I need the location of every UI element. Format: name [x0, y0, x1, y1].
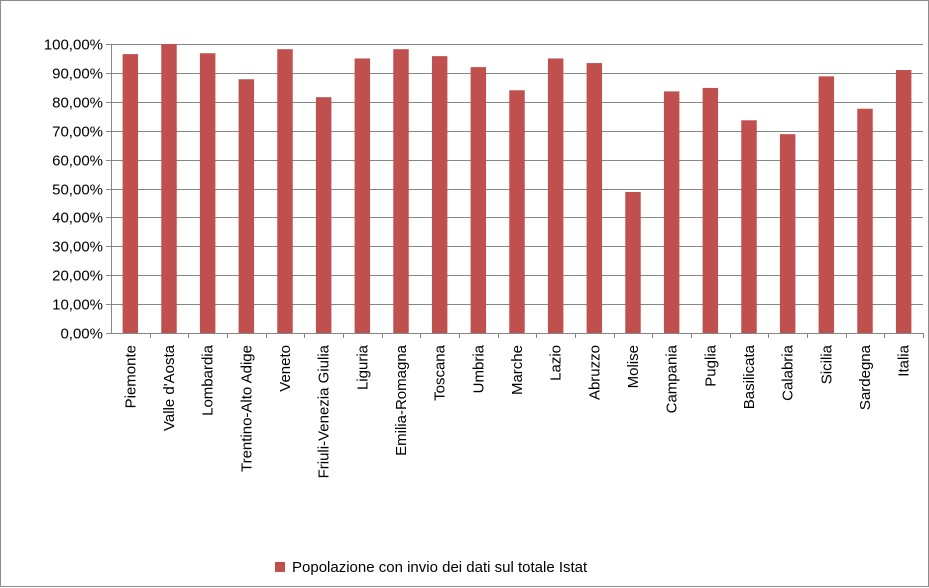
y-tick-label: 0,00% [60, 326, 103, 343]
y-tick-label: 10,00% [52, 297, 103, 314]
y-tick-label: 90,00% [52, 66, 103, 83]
bar [818, 76, 835, 334]
bar [122, 54, 139, 334]
bars [122, 44, 912, 334]
x-tick-label: Marche [509, 345, 526, 395]
x-axis-category-labels: Piemonte Valle d'Aosta Lombardia Trentino-A… [122, 344, 912, 478]
bar [857, 108, 873, 334]
y-tick-label: 30,00% [52, 239, 103, 256]
x-tick-label: Puglia [702, 344, 719, 386]
x-tick-label: Molise [625, 345, 642, 388]
x-tick-label: Valle d'Aosta [161, 344, 178, 431]
y-tick-label: 40,00% [52, 210, 103, 227]
y-tick-label: 80,00% [52, 95, 103, 112]
x-tick-label: Sicilia [818, 344, 835, 384]
x-tick-label: Lazio [548, 345, 565, 381]
bar [702, 87, 719, 333]
bar [431, 56, 448, 333]
y-tick-label: 60,00% [52, 153, 103, 170]
bar [586, 63, 603, 333]
x-tick-label: Italia [896, 344, 913, 376]
y-tick-label: 50,00% [52, 182, 103, 199]
bar [354, 58, 371, 333]
x-tick-label: Calabria [780, 344, 797, 401]
x-tick-label: Abruzzo [586, 345, 603, 400]
bar [625, 191, 641, 333]
x-tick-label: Umbria [470, 344, 487, 393]
x-tick-label: Basilicata [741, 344, 758, 409]
x-tick-label: Liguria [354, 344, 371, 390]
y-axis-tick-labels: 0,00% 10,00% 20,00% 30,00% 40,00% 50,00% 60,00… [44, 37, 103, 343]
bar [741, 120, 757, 334]
x-tick-label: Friuli-Venezia Giulia [316, 344, 333, 478]
bar [509, 90, 525, 334]
bar [470, 67, 487, 334]
x-tick-label: Lombardia [200, 344, 217, 416]
y-tick-label: 100,00% [44, 37, 103, 54]
bar [393, 49, 409, 334]
x-tick-label: Piemonte [122, 345, 139, 408]
x-tick-label: Toscana [432, 344, 449, 401]
bar [161, 44, 177, 333]
bar [547, 58, 564, 333]
bar [277, 49, 293, 334]
legend: Popolazione con invio dei dati sul total… [275, 559, 588, 576]
legend-label: Popolazione con invio dei dati sul total… [292, 559, 588, 576]
x-tick-label: Emilia-Romagna [393, 344, 410, 456]
x-tick-label: Trentino-Alto Adige [238, 345, 255, 472]
axes [111, 44, 923, 334]
x-tick-label: Veneto [277, 345, 294, 392]
x-tick-label: Sardegna [857, 344, 874, 410]
bar [663, 91, 680, 334]
y-tick-label: 70,00% [52, 124, 103, 141]
y-tick-label: 20,00% [52, 268, 103, 285]
bar [199, 53, 216, 334]
bar [315, 97, 332, 334]
bar [779, 134, 796, 333]
legend-swatch [275, 562, 285, 572]
bar [238, 79, 255, 334]
bar [895, 70, 912, 333]
x-tick-label: Campania [664, 344, 681, 413]
